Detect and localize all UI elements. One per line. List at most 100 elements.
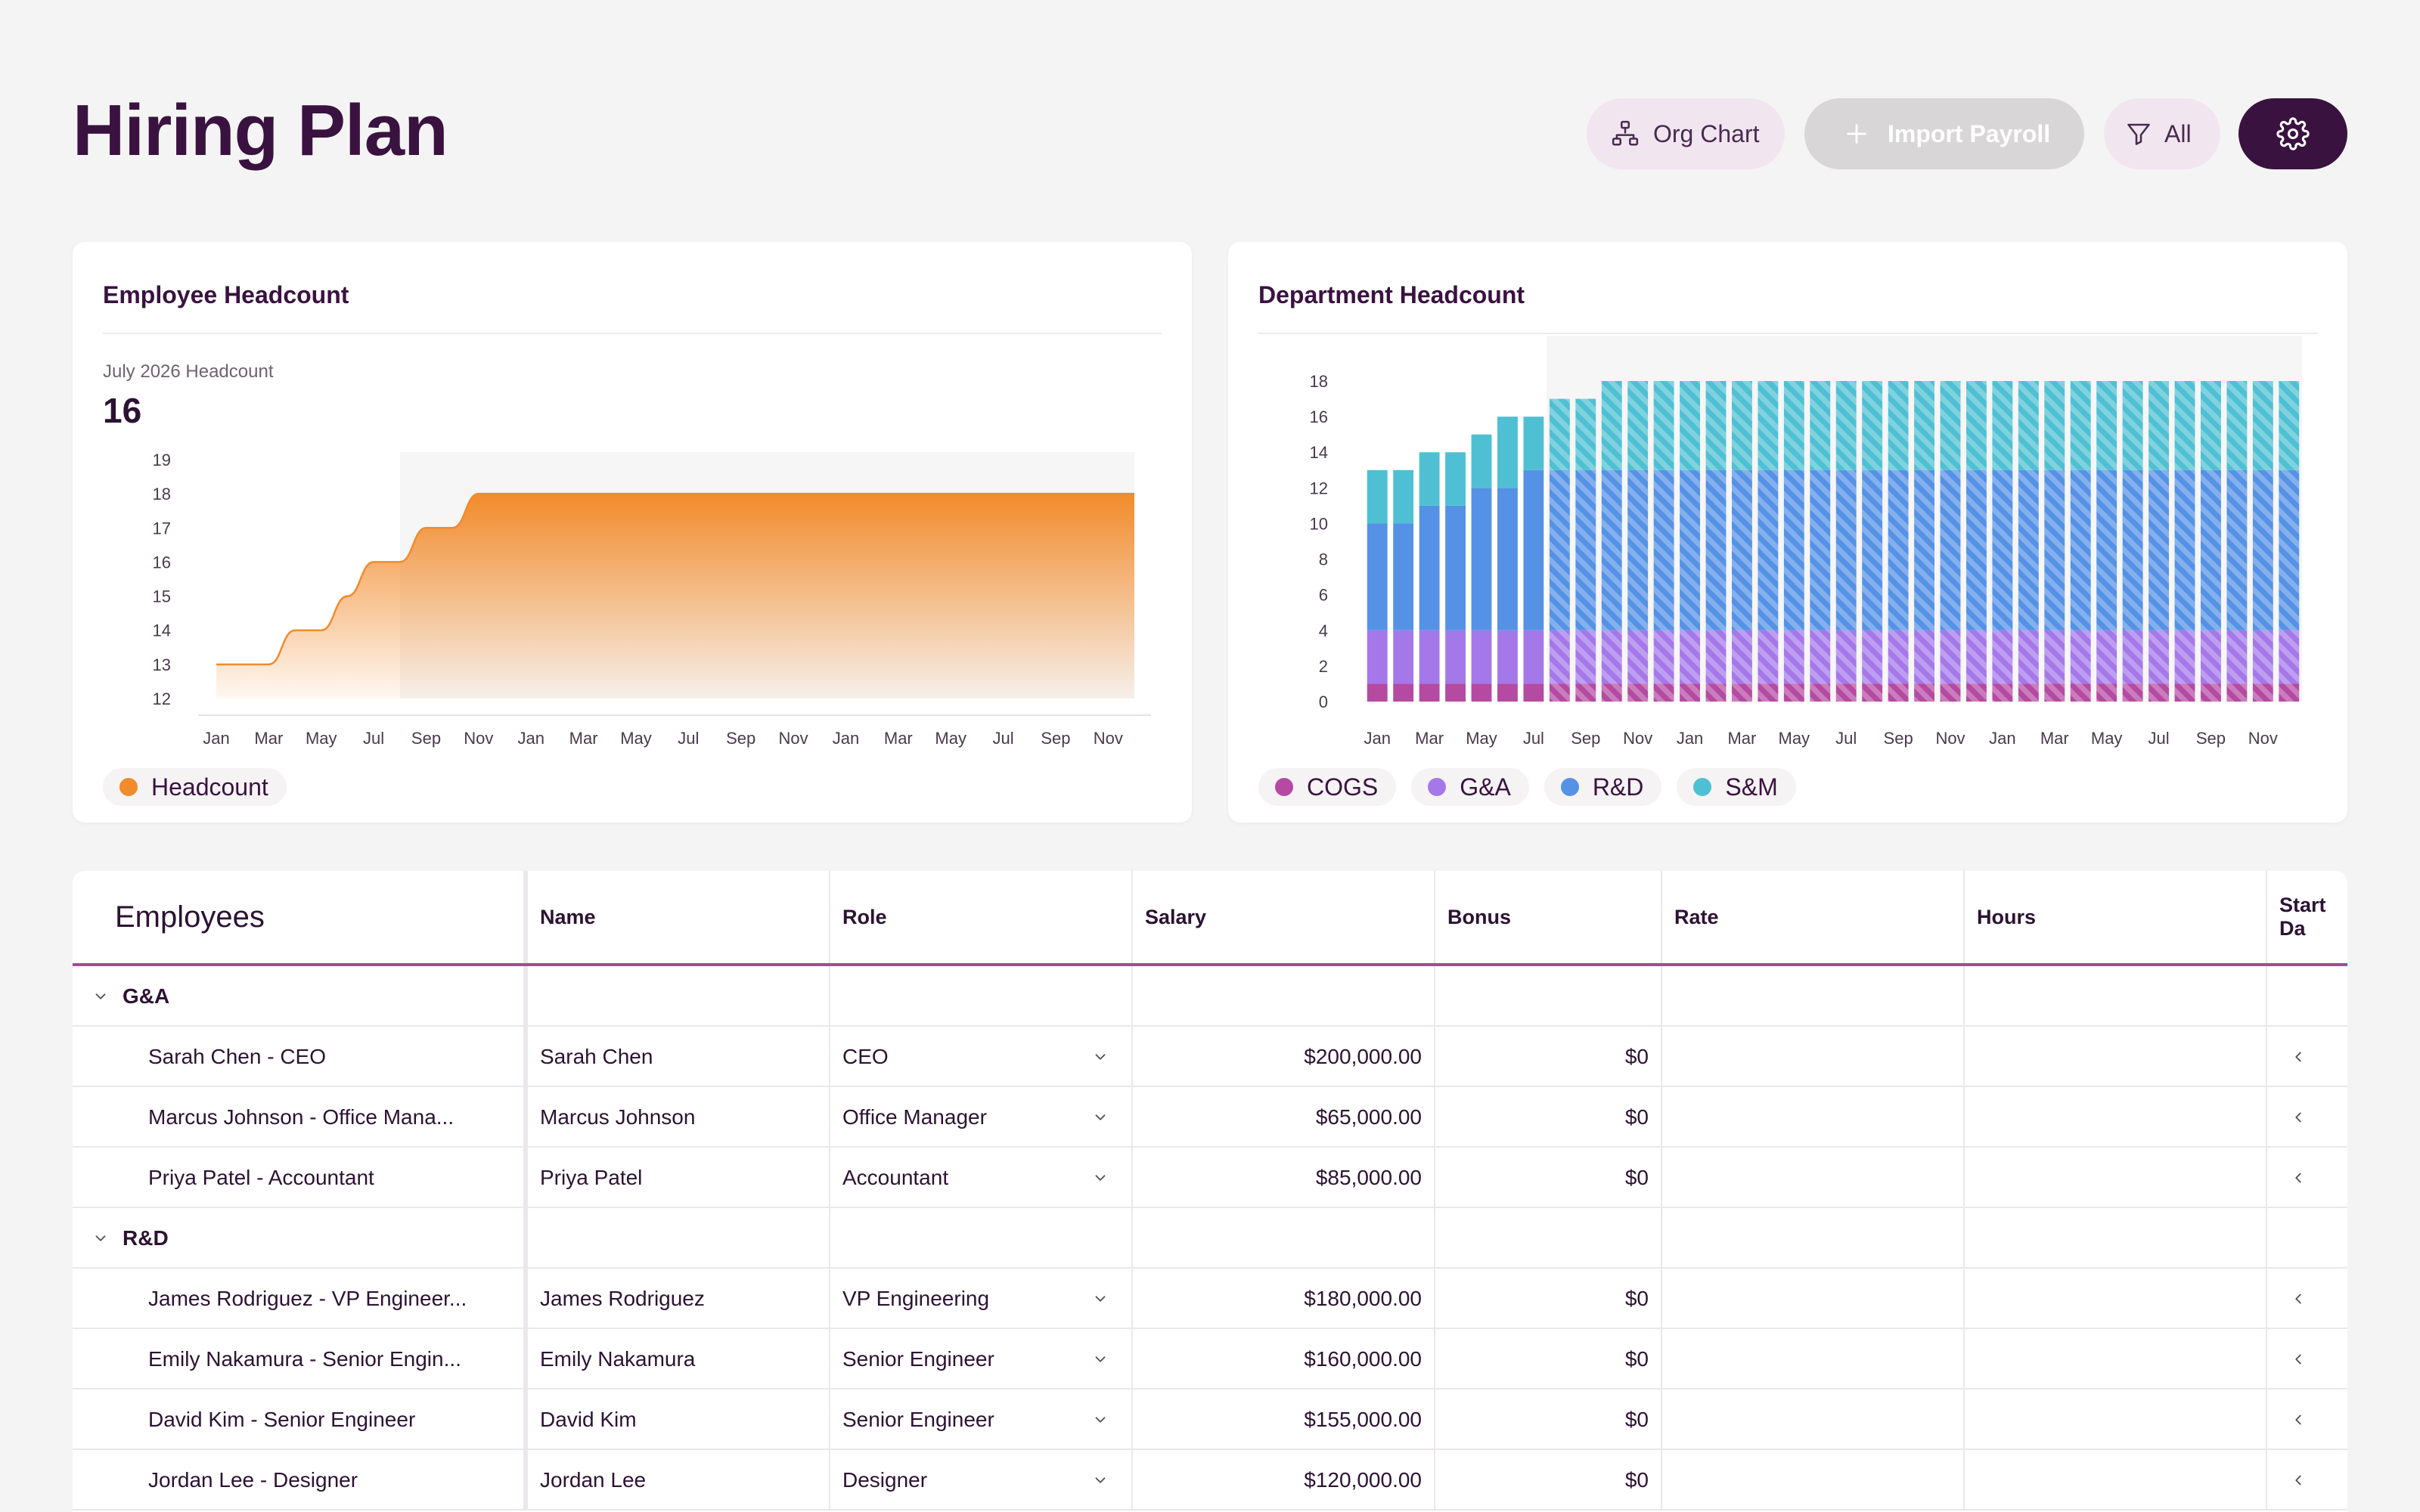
salary-cell[interactable]: $160,000.00: [1131, 1329, 1434, 1390]
bonus-cell[interactable]: $0: [1434, 1087, 1661, 1148]
name-cell[interactable]: Sarah Chen: [526, 1027, 829, 1087]
bar-segment-sm[interactable]: [1497, 417, 1518, 488]
bar-segment-sm[interactable]: [1471, 434, 1492, 488]
role-select[interactable]: Office Manager: [829, 1087, 1131, 1148]
role-select[interactable]: Senior Engineer: [829, 1390, 1131, 1450]
chevron-down-icon[interactable]: [92, 1230, 109, 1247]
rate-cell[interactable]: [1661, 1269, 1963, 1329]
rate-cell[interactable]: [1661, 1450, 1963, 1510]
start-date-cell[interactable]: [2266, 1329, 2347, 1390]
hours-cell[interactable]: [1963, 1269, 2266, 1329]
legend-item-headcount[interactable]: Headcount: [103, 768, 287, 806]
chevron-left-icon[interactable]: [2290, 1170, 2307, 1186]
salary-cell[interactable]: $180,000.00: [1131, 1269, 1434, 1329]
name-cell[interactable]: James Rodriguez: [526, 1269, 829, 1329]
start-date-cell[interactable]: [2266, 1390, 2347, 1450]
bonus-cell[interactable]: $0: [1434, 1390, 1661, 1450]
column-header-role[interactable]: Role: [829, 871, 1131, 963]
salary-cell[interactable]: $65,000.00: [1131, 1087, 1434, 1148]
bonus-cell[interactable]: $0: [1434, 1269, 1661, 1329]
hours-cell[interactable]: [1963, 1027, 2266, 1087]
chevron-left-icon[interactable]: [2290, 1049, 2307, 1065]
bar-segment-rd[interactable]: [1393, 523, 1414, 631]
filter-button[interactable]: All: [2104, 98, 2220, 169]
bar-segment-rd[interactable]: [1471, 488, 1492, 631]
name-cell[interactable]: Emily Nakamura: [526, 1329, 829, 1390]
chevron-left-icon[interactable]: [2290, 1472, 2307, 1489]
legend-item-sm[interactable]: S&M: [1677, 768, 1796, 806]
chevron-left-icon[interactable]: [2290, 1109, 2307, 1126]
bar-segment-cogs[interactable]: [1523, 683, 1544, 702]
bar-segment-ga[interactable]: [1419, 630, 1440, 684]
start-date-cell[interactable]: [2266, 1027, 2347, 1087]
bar-segment-rd[interactable]: [1523, 469, 1544, 631]
chevron-down-icon[interactable]: [92, 988, 109, 1005]
table-row[interactable]: Marcus Johnson - Office Mana... Marcus Jo…: [73, 1087, 2347, 1148]
role-select[interactable]: Accountant: [829, 1148, 1131, 1208]
hours-cell[interactable]: [1963, 1390, 2266, 1450]
bar-segment-ga[interactable]: [1497, 630, 1518, 684]
hours-cell[interactable]: [1963, 1329, 2266, 1390]
start-date-cell[interactable]: [2266, 1148, 2347, 1208]
bar-segment-ga[interactable]: [1471, 630, 1492, 684]
column-header-name[interactable]: Name: [526, 871, 829, 963]
settings-button[interactable]: [2238, 98, 2347, 169]
bonus-cell[interactable]: $0: [1434, 1148, 1661, 1208]
table-row[interactable]: Emily Nakamura - Senior Engin... Emily Na…: [73, 1329, 2347, 1390]
rate-cell[interactable]: [1661, 1027, 1963, 1087]
table-row[interactable]: Jordan Lee - Designer Jordan Lee Designer $…: [73, 1450, 2347, 1510]
role-select[interactable]: Senior Engineer: [829, 1329, 1131, 1390]
legend-item-ga[interactable]: G&A: [1411, 768, 1529, 806]
chevron-left-icon[interactable]: [2290, 1351, 2307, 1368]
hours-cell[interactable]: [1963, 1450, 2266, 1510]
name-cell[interactable]: Jordan Lee: [526, 1450, 829, 1510]
column-header-rate[interactable]: Rate: [1661, 871, 1963, 963]
name-cell[interactable]: David Kim: [526, 1390, 829, 1450]
bar-segment-sm[interactable]: [1419, 452, 1440, 506]
org-chart-button[interactable]: Org Chart: [1587, 98, 1785, 169]
bar-segment-cogs[interactable]: [1419, 683, 1440, 702]
salary-cell[interactable]: $120,000.00: [1131, 1450, 1434, 1510]
table-row[interactable]: James Rodriguez - VP Engineer... James Ro…: [73, 1269, 2347, 1329]
hours-cell[interactable]: [1963, 1148, 2266, 1208]
hours-cell[interactable]: [1963, 1087, 2266, 1148]
salary-cell[interactable]: $85,000.00: [1131, 1148, 1434, 1208]
rate-cell[interactable]: [1661, 1148, 1963, 1208]
group-row[interactable]: G&A: [73, 966, 2347, 1027]
bar-segment-ga[interactable]: [1393, 630, 1414, 684]
salary-cell[interactable]: $155,000.00: [1131, 1390, 1434, 1450]
group-row[interactable]: R&D: [73, 1208, 2347, 1269]
table-row[interactable]: Priya Patel - Accountant Priya Patel Accou…: [73, 1148, 2347, 1208]
rate-cell[interactable]: [1661, 1087, 1963, 1148]
bar-segment-rd[interactable]: [1367, 523, 1388, 631]
rate-cell[interactable]: [1661, 1390, 1963, 1450]
bar-segment-sm[interactable]: [1393, 469, 1414, 524]
bar-segment-rd[interactable]: [1419, 505, 1440, 631]
bonus-cell[interactable]: $0: [1434, 1027, 1661, 1087]
column-header-hours[interactable]: Hours: [1963, 871, 2266, 963]
table-row[interactable]: Sarah Chen - CEO Sarah Chen CEO $200,000.00…: [73, 1027, 2347, 1087]
start-date-cell[interactable]: [2266, 1269, 2347, 1329]
import-payroll-button[interactable]: Import Payroll: [1804, 98, 2084, 169]
bar-segment-cogs[interactable]: [1471, 683, 1492, 702]
bar-segment-ga[interactable]: [1367, 630, 1388, 684]
legend-item-rd[interactable]: R&D: [1544, 768, 1662, 806]
bar-segment-cogs[interactable]: [1393, 683, 1414, 702]
bonus-cell[interactable]: $0: [1434, 1329, 1661, 1390]
column-header-salary[interactable]: Salary: [1131, 871, 1434, 963]
bar-segment-sm[interactable]: [1445, 452, 1466, 506]
bar-segment-cogs[interactable]: [1367, 683, 1388, 702]
bar-segment-ga[interactable]: [1445, 630, 1466, 684]
bar-segment-rd[interactable]: [1497, 488, 1518, 631]
bar-segment-cogs[interactable]: [1445, 683, 1466, 702]
chevron-left-icon[interactable]: [2290, 1290, 2307, 1307]
column-header-bonus[interactable]: Bonus: [1434, 871, 1661, 963]
rate-cell[interactable]: [1661, 1329, 1963, 1390]
role-select[interactable]: CEO: [829, 1027, 1131, 1087]
salary-cell[interactable]: $200,000.00: [1131, 1027, 1434, 1087]
role-select[interactable]: VP Engineering: [829, 1269, 1131, 1329]
bar-segment-cogs[interactable]: [1497, 683, 1518, 702]
start-date-cell[interactable]: [2266, 1087, 2347, 1148]
bar-segment-sm[interactable]: [1523, 417, 1544, 470]
table-row[interactable]: David Kim - Senior Engineer David Kim Seni…: [73, 1390, 2347, 1450]
